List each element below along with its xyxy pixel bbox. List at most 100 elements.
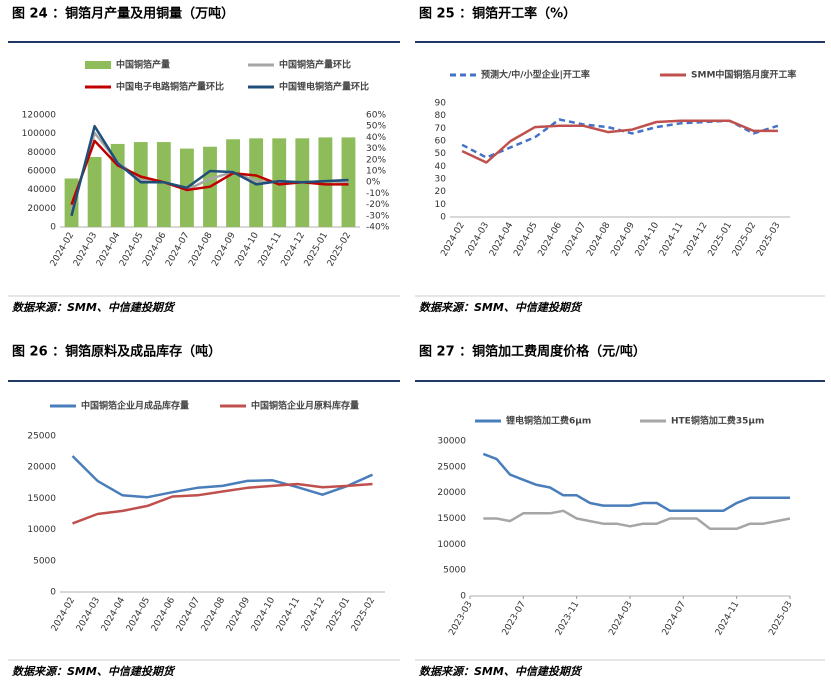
y-tick-label: 70 xyxy=(435,124,447,134)
y2-tick-label: -20% xyxy=(366,200,390,210)
y2-tick-label: 0% xyxy=(366,178,381,188)
y2-tick-label: 60% xyxy=(366,111,386,121)
x-tick-label: 2024-02 xyxy=(50,596,77,634)
x-tick-label: 2024-04 xyxy=(100,596,128,634)
line xyxy=(482,452,790,513)
x-tick-label: 2024-11 xyxy=(658,221,685,259)
x-tick-label: 2025-02 xyxy=(326,231,353,269)
bar xyxy=(226,139,240,227)
y-tick-label: 20000 xyxy=(27,463,56,473)
x-tick-label: 2024-11 xyxy=(714,600,741,638)
x-tick-label: 2024-07 xyxy=(661,600,688,638)
y-tick-label: 5000 xyxy=(33,556,56,566)
y-tick-label: 40 xyxy=(435,162,447,172)
y-tick-label: 15000 xyxy=(27,494,56,504)
legend-label: HTE铜箔加工费35μm xyxy=(671,415,764,427)
legend-label: 锂电铜箔加工费6μm xyxy=(506,415,591,427)
x-tick-label: 2024-12 xyxy=(682,221,709,259)
source: 数据来源：SMM、中信建投期货 xyxy=(419,665,583,678)
y2-tick-label: 40% xyxy=(366,133,386,143)
y-tick-label: 60000 xyxy=(27,167,56,177)
y-tick-label: 25000 xyxy=(437,462,466,472)
source: 数据来源：SMM、中信建投期货 xyxy=(419,301,583,314)
chart-title: 图 26 ：铜箔原料及成品库存（吨） xyxy=(12,344,221,360)
y-tick-label: 0 xyxy=(460,592,466,602)
source: 数据来源：SMM、中信建投期货 xyxy=(12,301,176,314)
legend-label: 预测大/中/小型企业|开工率 xyxy=(481,69,590,81)
bar xyxy=(249,138,264,227)
legend-label: 中国铜箔产量 xyxy=(116,59,170,71)
chart-title: 图 24 ：铜箔月产量及用铜量（万吨） xyxy=(12,6,234,22)
y-tick-label: 80 xyxy=(435,111,447,121)
y-tick-label: 10000 xyxy=(27,525,56,535)
line xyxy=(461,118,779,159)
x-tick-label: 2023-07 xyxy=(501,600,528,638)
y-tick-label: 0 xyxy=(440,213,446,223)
y-tick-label: 10 xyxy=(435,200,447,210)
y-tick-label: 80000 xyxy=(27,148,56,158)
bar xyxy=(133,142,148,227)
y-tick-label: 30000 xyxy=(437,437,466,447)
x-tick-label: 2024-04 xyxy=(488,221,516,259)
bar xyxy=(87,157,102,227)
x-tick-label: 2024-11 xyxy=(275,596,302,634)
y-tick-label: 50 xyxy=(435,149,447,159)
line xyxy=(461,119,778,164)
y-tick-label: 5000 xyxy=(443,566,466,576)
y-tick-label: 20000 xyxy=(27,204,56,214)
x-tick-label: 2023-03 xyxy=(447,600,474,638)
legend-label: 中国电子电路铜箔产量环比 xyxy=(116,81,224,93)
y2-tick-label: 30% xyxy=(366,144,386,154)
x-tick-label: 2023-11 xyxy=(554,600,581,638)
x-tick-label: 2025-02 xyxy=(350,596,377,634)
legend-label: SMM中国铜箔月度开工率 xyxy=(691,69,796,81)
y-tick-label: 15000 xyxy=(437,514,466,524)
x-tick-label: 2025-01 xyxy=(707,221,734,259)
x-tick-label: 2024-05 xyxy=(125,596,152,634)
y-tick-label: 20000 xyxy=(437,488,466,498)
y-tick-label: 0 xyxy=(50,588,56,598)
legend-label: 中国铜箔企业月原料库存量 xyxy=(251,400,359,412)
y2-tick-label: 20% xyxy=(366,155,386,165)
x-tick-label: 2024-03 xyxy=(607,600,634,638)
legend-swatch xyxy=(85,61,111,69)
x-tick-label: 2024-07 xyxy=(175,596,202,634)
x-tick-label: 2025-01 xyxy=(325,596,352,634)
y-tick-label: 120000 xyxy=(22,111,57,121)
y-tick-label: 20 xyxy=(435,187,447,197)
chart-title: 图 27 ：铜箔加工费周度价格（元/吨） xyxy=(419,344,646,360)
x-tick-label: 2025-03 xyxy=(755,221,782,259)
x-tick-label: 2025-02 xyxy=(731,221,758,259)
x-tick-label: 2024-08 xyxy=(200,596,228,634)
bar xyxy=(156,142,171,227)
line xyxy=(71,455,374,499)
y-tick-label: 60 xyxy=(435,137,447,147)
x-tick-label: 2024-10 xyxy=(250,596,278,634)
y2-tick-label: -40% xyxy=(366,223,390,233)
chart-title: 图 25 ：铜箔开工率（%） xyxy=(419,6,576,22)
legend-label: 中国铜箔企业月成品库存量 xyxy=(81,400,189,412)
y-tick-label: 10000 xyxy=(437,540,466,550)
y-tick-label: 0 xyxy=(50,223,56,233)
y-tick-label: 100000 xyxy=(22,129,57,139)
x-tick-label: 2024-10 xyxy=(634,221,662,259)
x-tick-label: 2025-03 xyxy=(767,600,794,638)
x-tick-label: 2024-05 xyxy=(512,221,539,259)
y-tick-label: 40000 xyxy=(27,185,56,195)
y2-tick-label: -10% xyxy=(366,189,390,199)
legend-label: 中国锂电铜箔产量环比 xyxy=(279,81,369,93)
y-tick-label: 30 xyxy=(435,175,447,185)
legend-label: 中国铜箔产量环比 xyxy=(279,59,351,71)
x-tick-label: 2024-12 xyxy=(300,596,327,634)
x-tick-label: 2024-03 xyxy=(75,596,102,634)
x-tick-label: 2024-03 xyxy=(464,221,491,259)
x-tick-label: 2024-07 xyxy=(561,221,588,259)
y2-tick-label: -30% xyxy=(366,211,390,221)
x-tick-label: 2024-02 xyxy=(439,221,466,259)
line xyxy=(70,124,349,217)
line xyxy=(72,482,373,525)
x-tick-label: 2024-06 xyxy=(537,221,565,259)
x-tick-label: 2024-09 xyxy=(609,221,637,259)
source: 数据来源：SMM、中信建投期货 xyxy=(12,665,176,678)
